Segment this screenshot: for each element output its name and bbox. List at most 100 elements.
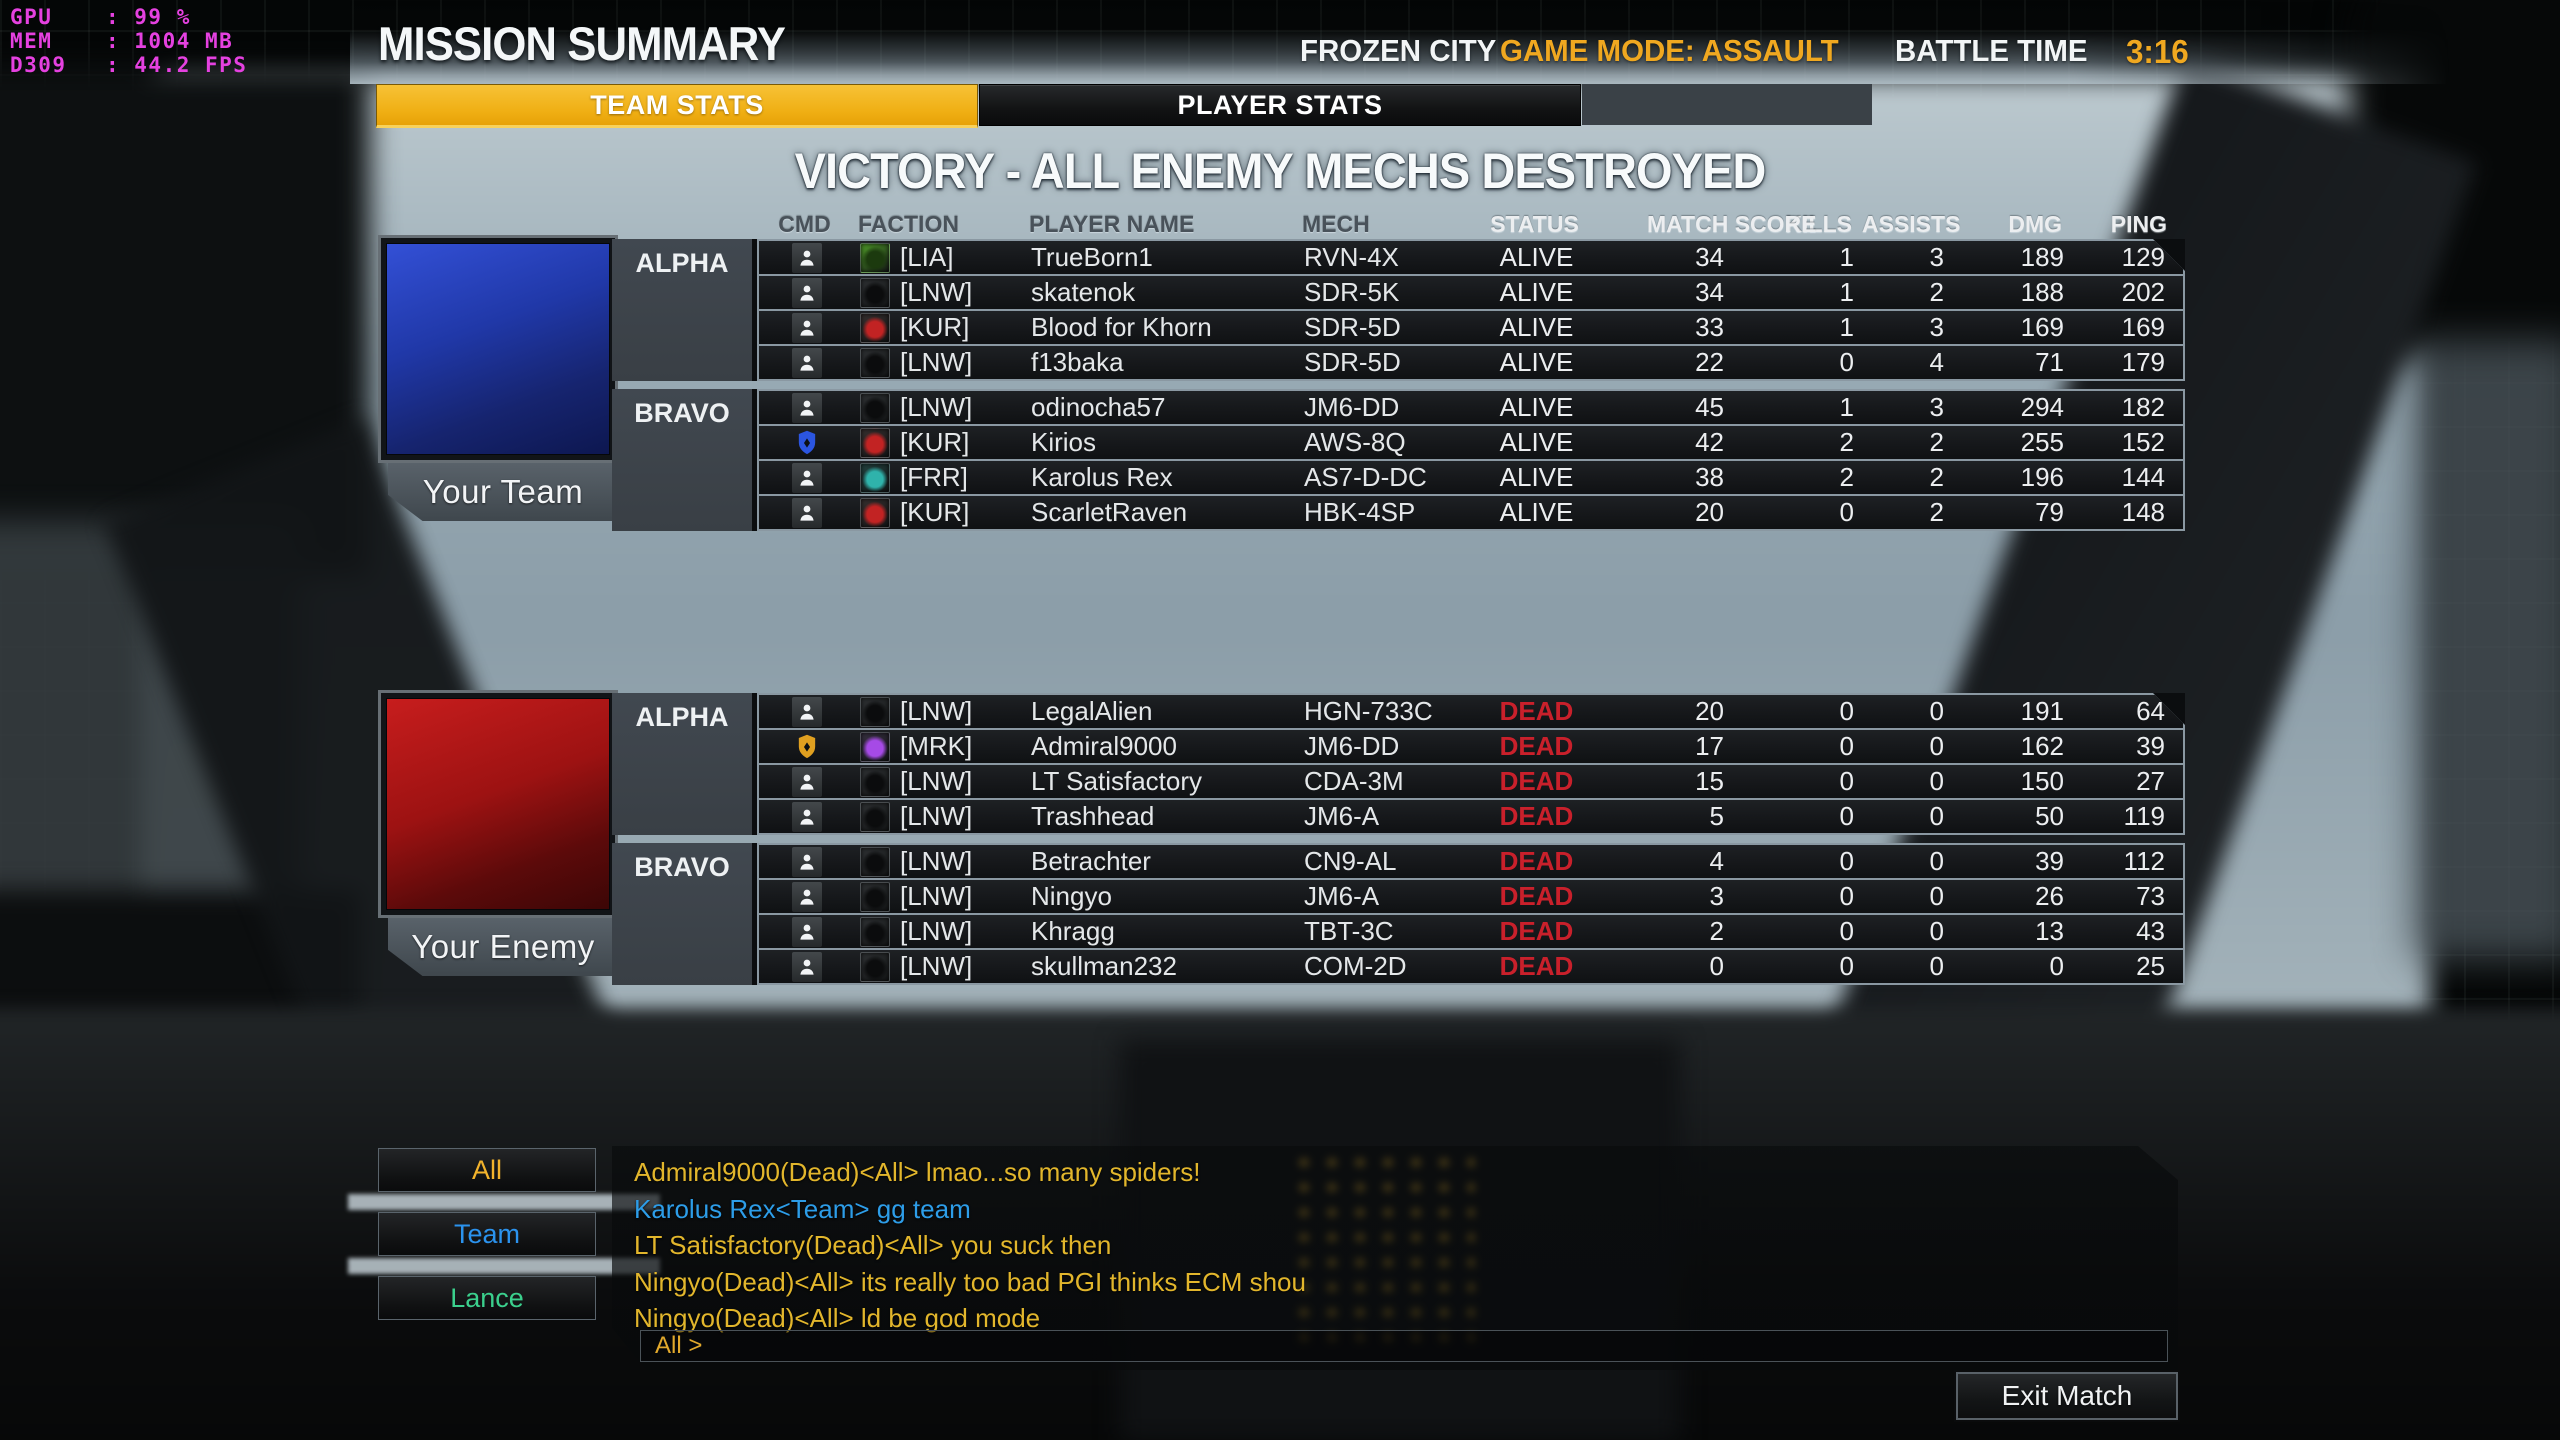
cmd-cell: [759, 916, 854, 947]
player-icon: [791, 497, 822, 528]
faction-cell: [LNW]: [854, 846, 1019, 877]
mech-name: RVN-4X: [1304, 242, 1399, 272]
chat-messages: Admiral9000(Dead)<All> lmao...so many sp…: [634, 1154, 2158, 1337]
assists-value: 3: [1929, 242, 1944, 272]
faction-cell: [LNW]: [854, 951, 1019, 982]
faction-cell: [LNW]: [854, 801, 1019, 832]
chat-input[interactable]: All >: [640, 1330, 2168, 1362]
mech-name: TBT-3C: [1304, 916, 1394, 946]
mech-name: JM6-A: [1304, 801, 1380, 831]
player-icon: [791, 392, 822, 423]
faction-cell: [MRK]: [854, 731, 1019, 762]
player-name: skatenok: [1031, 277, 1136, 307]
rank-badge-icon: [792, 428, 822, 458]
status-value: ALIVE: [1499, 242, 1574, 272]
chat-filter-team[interactable]: Team: [378, 1212, 596, 1256]
faction-cell: [KUR]: [854, 497, 1019, 528]
kills-value: 1: [1839, 277, 1854, 307]
col-ping: PING: [2110, 210, 2167, 237]
perf-overlay: GPU: 99 % MEM: 1004 MB D309: 44.2 FPS: [10, 5, 247, 77]
cmd-cell: [759, 697, 854, 727]
chat-filter-all[interactable]: All: [378, 1148, 596, 1192]
chat-message: Ningyo(Dead)<All> ld be god mode: [634, 1303, 1041, 1333]
faction-tag: [KUR]: [900, 427, 970, 457]
kills-value: 0: [1839, 696, 1854, 726]
status-value: ALIVE: [1499, 347, 1574, 377]
table-row: [LNW] skullman232 COM-2D DEAD 0 0 0 0 25: [759, 950, 2183, 983]
battle-time-value: 3:16: [2126, 33, 2189, 70]
faction-icon: [860, 392, 890, 423]
cmd-cell: [759, 392, 854, 423]
col-faction: FACTION: [858, 210, 959, 237]
kills-value: 1: [1839, 312, 1854, 342]
dmg-value: 196: [2020, 462, 2064, 492]
ping-value: 129: [2121, 242, 2165, 272]
table-row: [LNW] f13baka SDR-5D ALIVE 22 0 4 71 179: [759, 346, 2183, 379]
faction-icon: [860, 732, 890, 762]
faction-icon: [860, 313, 890, 343]
chat-filter-lance[interactable]: Lance: [378, 1276, 596, 1320]
faction-tag: [LNW]: [900, 347, 973, 377]
mech-name: HBK-4SP: [1304, 497, 1416, 527]
faction-icon: [860, 348, 890, 378]
lance-label: BRAVO: [612, 843, 752, 985]
player-name: Khragg: [1031, 916, 1115, 946]
lance-rows: [LIA] TrueBorn1 RVN-4X ALIVE 34 1 3 189 …: [757, 239, 2185, 381]
chat-message: LT Satisfactory(Dead)<All> you suck then: [634, 1230, 1112, 1260]
status-value: DEAD: [1499, 801, 1574, 831]
exit-match-button[interactable]: Exit Match: [1954, 1370, 2180, 1422]
assists-value: 0: [1929, 951, 1944, 981]
dmg-value: 0: [2049, 951, 2064, 981]
mech-name: AS7-D-DC: [1304, 462, 1427, 492]
faction-icon: [860, 697, 890, 727]
col-dmg: DMG: [2008, 210, 2062, 237]
enemy-flag: [386, 698, 610, 910]
kills-value: 0: [1839, 801, 1854, 831]
status-value: ALIVE: [1499, 462, 1574, 492]
faction-icon: [860, 802, 890, 832]
mech-name: COM-2D: [1304, 951, 1407, 981]
player-name: Trashhead: [1031, 801, 1155, 831]
team-flag: [386, 243, 610, 455]
dmg-value: 39: [2035, 846, 2064, 876]
dmg-value: 26: [2035, 881, 2064, 911]
fps-readout: D309: 44.2 FPS: [10, 53, 248, 77]
ping-value: 148: [2121, 497, 2165, 527]
table-row: [LIA] TrueBorn1 RVN-4X ALIVE 34 1 3 189 …: [759, 241, 2183, 274]
col-cmd: CMD: [778, 210, 831, 237]
cmd-cell: [759, 348, 854, 378]
faction-tag: [LNW]: [900, 766, 973, 796]
assists-value: 2: [1929, 427, 1944, 457]
table-row: [FRR] Karolus Rex AS7-D-DC ALIVE 38 2 2 …: [759, 461, 2183, 494]
assists-value: 0: [1929, 916, 1944, 946]
faction-cell: [LNW]: [854, 766, 1019, 797]
ping-value: 169: [2121, 312, 2165, 342]
enemy-label: Your Enemy: [388, 918, 618, 976]
mem-readout: MEM: 1004 MB: [10, 29, 234, 53]
ping-value: 152: [2121, 427, 2165, 457]
match-score-value: 45: [1695, 392, 1724, 422]
tab-player-stats[interactable]: PLAYER STATS: [979, 84, 1581, 126]
team-label: Your Team: [388, 463, 618, 521]
player-name: ScarletRaven: [1031, 497, 1188, 527]
cmd-cell: [759, 846, 854, 877]
enemy-bravo-lance: BRAVO [LNW] Betrachter CN9-AL DEAD 4 0 0…: [612, 843, 2185, 985]
ping-value: 73: [2136, 881, 2165, 911]
player-name: Kirios: [1031, 427, 1097, 457]
player-icon: [792, 767, 822, 797]
faction-icon: [860, 243, 890, 273]
ping-value: 179: [2121, 347, 2165, 377]
ping-value: 112: [2123, 846, 2165, 876]
kills-value: 1: [1839, 392, 1854, 422]
assists-value: 0: [1929, 766, 1944, 796]
player-name: odinocha57: [1031, 392, 1166, 422]
match-score-value: 34: [1695, 242, 1724, 272]
assists-value: 0: [1929, 881, 1944, 911]
assists-value: 4: [1929, 347, 1944, 377]
table-row: [LNW] Trashhead JM6-A DEAD 5 0 0 50 119: [759, 800, 2183, 833]
chat-panel: Admiral9000(Dead)<All> lmao...so many sp…: [612, 1146, 2178, 1370]
player-name: TrueBorn1: [1031, 242, 1153, 272]
status-value: ALIVE: [1499, 497, 1574, 527]
kills-value: 0: [1839, 881, 1854, 911]
tab-team-stats[interactable]: TEAM STATS: [376, 84, 978, 128]
